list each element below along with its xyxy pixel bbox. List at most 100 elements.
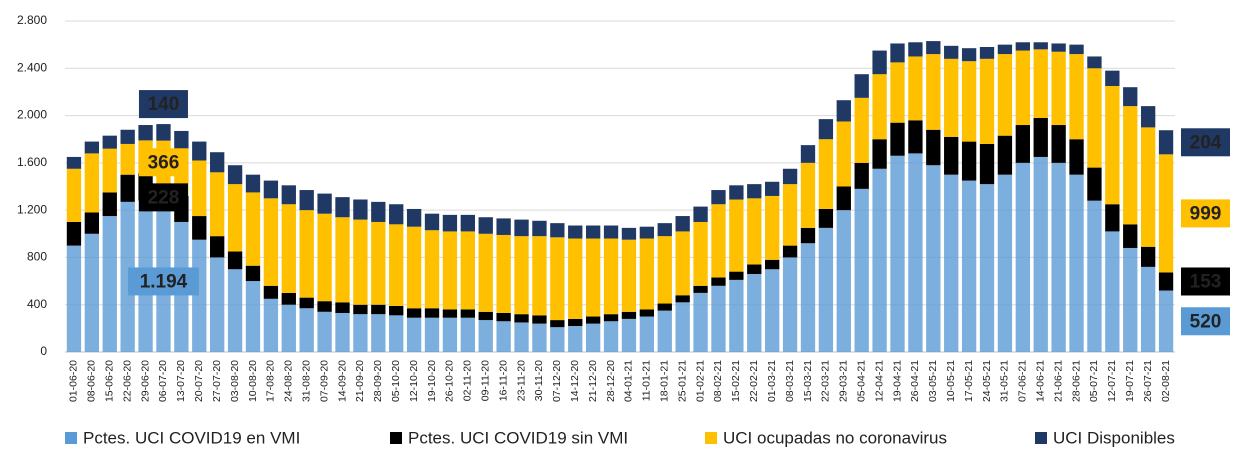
x-tick-label: 22-02-21 [748, 360, 760, 402]
bar-segment [836, 210, 851, 352]
bar-segment [496, 321, 511, 352]
x-tick-label: 02-11-20 [462, 360, 474, 401]
x-tick-label: 08-03-21 [784, 360, 796, 402]
bar-segment [657, 236, 672, 304]
x-tick-label: 08-02-21 [712, 360, 724, 402]
bar-segment [1123, 87, 1138, 107]
bar-segment [944, 58, 959, 137]
bar-segment [926, 54, 941, 130]
bar-segment [729, 279, 744, 352]
bar-segment [1069, 54, 1084, 140]
legend-label: UCI Disponibles [1053, 428, 1175, 447]
data-label-box [1181, 267, 1230, 296]
x-tick-label: 01-02-21 [694, 360, 706, 402]
bar-segment [317, 311, 332, 352]
bar-segment [460, 317, 475, 352]
bar-segment [908, 42, 923, 57]
bar-segment [782, 168, 798, 185]
bar-segment [281, 292, 296, 305]
bar-segment [1033, 42, 1048, 50]
bar-segment [997, 174, 1013, 352]
x-tick-label: 31-08-20 [300, 360, 312, 402]
bar-segment [514, 314, 529, 323]
bar-segment [460, 214, 475, 232]
x-tick-label: 26-04-21 [909, 360, 921, 402]
bar-segment [389, 224, 404, 306]
bar-segment [693, 285, 708, 293]
bar-segment [424, 317, 440, 352]
x-tick-label: 28-06-21 [1070, 360, 1082, 402]
bar-segment [765, 269, 780, 352]
bar-segment [442, 231, 458, 310]
bar-segment [263, 298, 279, 352]
bar-segment [711, 285, 726, 352]
bar-segment [84, 233, 100, 352]
bar-segment [335, 217, 350, 303]
x-tick-label: 19-07-21 [1124, 360, 1136, 402]
bar-segment [585, 225, 601, 239]
bar-segment [979, 58, 995, 144]
bar-segment [550, 327, 565, 352]
legend-label: UCI ocupadas no coronavirus [723, 428, 947, 447]
bar-segment [442, 309, 458, 318]
bar-segment [872, 74, 887, 140]
bar-segment [890, 43, 905, 63]
bar-segment [800, 145, 816, 163]
bar-segment [371, 201, 386, 222]
bar-segment [568, 318, 583, 326]
x-tick-label: 14-06-21 [1035, 360, 1047, 402]
x-tick-label: 28-09-20 [372, 360, 384, 402]
bar-segment [192, 160, 207, 217]
bar-segment [639, 226, 655, 239]
data-label-box [1181, 199, 1230, 228]
bar-segment [675, 295, 690, 303]
bar-segment [84, 212, 100, 234]
bar-segment [711, 277, 726, 286]
bar-segment [926, 165, 941, 352]
y-tick-label: 2.800 [17, 13, 47, 27]
bar-segment [818, 119, 834, 140]
bar-segment [532, 315, 547, 324]
x-tick-label: 29-03-21 [838, 360, 850, 402]
data-label-box [1181, 128, 1230, 157]
bar-segment [621, 318, 637, 352]
bar-segment [550, 320, 565, 328]
data-label: 1.194 [140, 271, 188, 292]
x-tick-label: 10-05-21 [945, 360, 957, 402]
bar-segment [532, 323, 547, 352]
x-tick-label: 01-06-20 [68, 360, 80, 402]
bar-segment [711, 190, 726, 205]
x-tick-label: 26-10-20 [444, 360, 456, 402]
bar-segment [245, 281, 261, 352]
bar-segment [335, 197, 350, 218]
bar-segment [532, 236, 547, 316]
bar-segment [550, 223, 565, 238]
x-tick-label: 07-12-20 [551, 360, 563, 402]
bar-segment [872, 139, 887, 169]
bar-segment [621, 227, 637, 240]
bar-segment [299, 308, 314, 352]
x-tick-label: 28-12-20 [605, 360, 617, 402]
x-tick-label: 20-07-20 [193, 360, 205, 402]
x-tick-label: 14-09-20 [336, 360, 348, 402]
bar-segment [1051, 125, 1066, 163]
bar-segment [1158, 290, 1174, 352]
x-tick-label: 24-08-20 [283, 360, 295, 402]
bar-segment [245, 192, 261, 266]
x-tick-label: 10-08-20 [247, 360, 259, 402]
bar-segment [317, 193, 332, 214]
bar-segment [120, 143, 135, 175]
bar-segment [657, 303, 672, 311]
bar-segment [245, 174, 261, 193]
bar-segment [496, 218, 511, 235]
bar-segment [1015, 50, 1030, 126]
bar-segment [872, 168, 887, 352]
bar-segment [317, 301, 332, 312]
bar-segment [120, 201, 135, 352]
x-tick-label: 27-07-20 [211, 360, 223, 402]
bar-segment [478, 233, 493, 312]
data-label-box [138, 90, 188, 119]
bar-segment [263, 198, 279, 286]
x-tick-label: 17-05-21 [963, 360, 975, 402]
bar-segment [550, 237, 565, 321]
